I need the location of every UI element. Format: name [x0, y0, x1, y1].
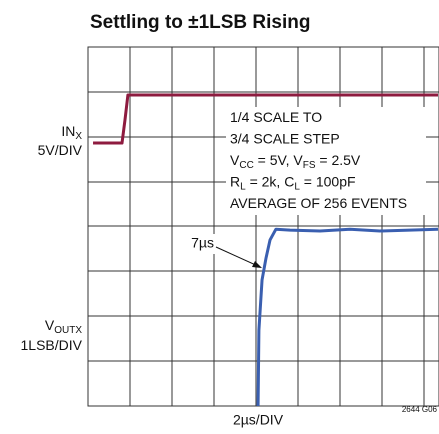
callout-background [180, 234, 216, 254]
channel-label: 5V/DIV [38, 142, 83, 158]
channel-label: INX [61, 123, 82, 142]
text-run: CC [239, 160, 253, 171]
annotation-line: VCC = 5V, VFS = 2.5V [230, 152, 361, 171]
annotation-background [226, 107, 426, 215]
text-run: L [240, 181, 246, 192]
trace [256, 227, 439, 407]
text-run: 1LSB/DIV [21, 337, 83, 353]
annotation-line: AVERAGE OF 256 EVENTS [230, 195, 407, 211]
callout-arrow [215, 246, 261, 268]
x-axis-label: 2µs/DIV [233, 412, 284, 428]
text-run: 1/4 SCALE TO [230, 109, 322, 125]
text-run: OUTX [54, 325, 82, 336]
trace [93, 93, 438, 145]
callout-arrowhead [252, 261, 262, 268]
text-run: = 5V, V [254, 152, 304, 168]
channel-label: VOUTX [45, 317, 82, 336]
figure-code: 2644 G06 [402, 405, 438, 414]
text-run: FS [303, 160, 316, 171]
text-run: IN [61, 123, 75, 139]
text-run: V [230, 152, 240, 168]
channel-label: 1LSB/DIV [21, 337, 83, 353]
text-run: R [230, 173, 240, 189]
annotation-line: 1/4 SCALE TO [230, 109, 322, 125]
text-run: = 2.5V [316, 152, 361, 168]
text-run: L [294, 181, 300, 192]
text-run: 5V/DIV [38, 142, 83, 158]
callout: 7µs [191, 235, 214, 251]
text-run: 3/4 SCALE STEP [230, 130, 340, 146]
text-run: V [45, 317, 55, 333]
annotation-line: RL = 2k, CL = 100pF [230, 173, 356, 192]
text-run: AVERAGE OF 256 EVENTS [230, 195, 407, 211]
text-run: = 2k, C [246, 173, 295, 189]
text-run: = 100pF [300, 173, 356, 189]
chart-title: Settling to ±1LSB Rising [90, 12, 311, 33]
text-run: X [75, 131, 82, 142]
grid [87, 46, 439, 407]
annotation-line: 3/4 SCALE STEP [230, 130, 340, 146]
